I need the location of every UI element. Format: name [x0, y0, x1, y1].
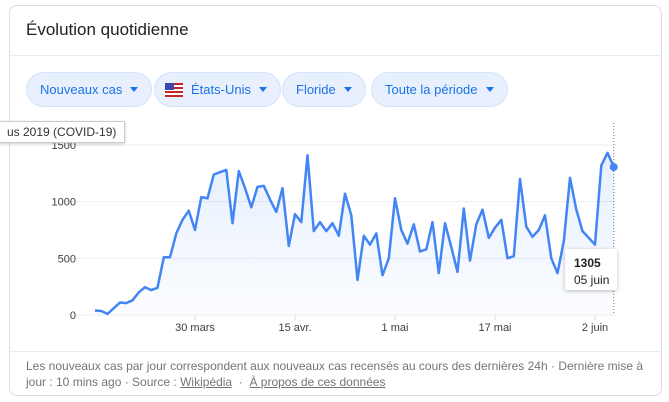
- card-title: Évolution quotidienne: [26, 20, 189, 39]
- chevron-down-icon: [485, 87, 494, 92]
- y-tick-label: 1500: [52, 140, 76, 152]
- series-area: [95, 152, 614, 315]
- x-tick-label: 30 mars: [175, 322, 215, 334]
- chip-label: États-Unis: [191, 82, 251, 97]
- series-tooltip: us 2019 (COVID-19): [0, 121, 126, 143]
- daily-evolution-card: [9, 5, 662, 396]
- period-filter-chip[interactable]: Toute la période: [371, 72, 508, 107]
- y-tick-label: 0: [70, 310, 76, 322]
- separator: ·: [232, 375, 250, 389]
- hover-tooltip: 1305 05 juin: [565, 249, 617, 290]
- footer-divider: [10, 351, 662, 352]
- us-flag-icon: [165, 82, 183, 97]
- footer-text: Les nouveaux cas par jour correspondent …: [26, 359, 644, 389]
- x-tick-label: 2 juin: [582, 322, 608, 334]
- region-filter-chip[interactable]: Floride: [282, 72, 366, 107]
- country-filter-chip[interactable]: États-Unis: [154, 72, 281, 107]
- header-divider: [10, 55, 662, 56]
- chevron-down-icon: [258, 87, 267, 92]
- footer-note: Les nouveaux cas par jour correspondent …: [26, 358, 646, 390]
- y-tick-label: 1000: [52, 197, 76, 209]
- x-tick-label: 15 avr.: [278, 322, 311, 334]
- chip-label: Floride: [296, 82, 336, 97]
- x-tick-label: 1 mai: [382, 322, 409, 334]
- chip-label: Toute la période: [385, 82, 478, 97]
- hover-point: [609, 163, 618, 172]
- source-link[interactable]: Wikipédia: [180, 375, 233, 389]
- chevron-down-icon: [130, 87, 139, 92]
- about-data-link[interactable]: À propos de ces données: [249, 375, 386, 389]
- daily-cases-chart[interactable]: 0 500 1000 1500 30 mars 15 avr. 1 mai 17 mai 2 j…: [0, 0, 669, 350]
- tooltip-value: 1305: [574, 256, 601, 270]
- chip-label: Nouveaux cas: [40, 82, 123, 97]
- y-tick-label: 500: [58, 253, 76, 265]
- series-line: [94, 151, 615, 316]
- metric-filter-chip[interactable]: Nouveaux cas: [26, 72, 153, 107]
- chevron-down-icon: [343, 87, 352, 92]
- tooltip-date: 05 juin: [574, 273, 610, 287]
- x-tick-label: 17 mai: [478, 322, 511, 334]
